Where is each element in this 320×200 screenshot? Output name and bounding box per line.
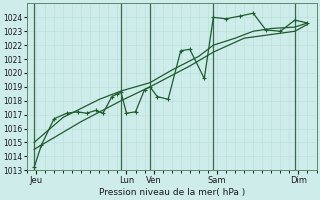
X-axis label: Pression niveau de la mer( hPa ): Pression niveau de la mer( hPa ) — [99, 188, 245, 197]
